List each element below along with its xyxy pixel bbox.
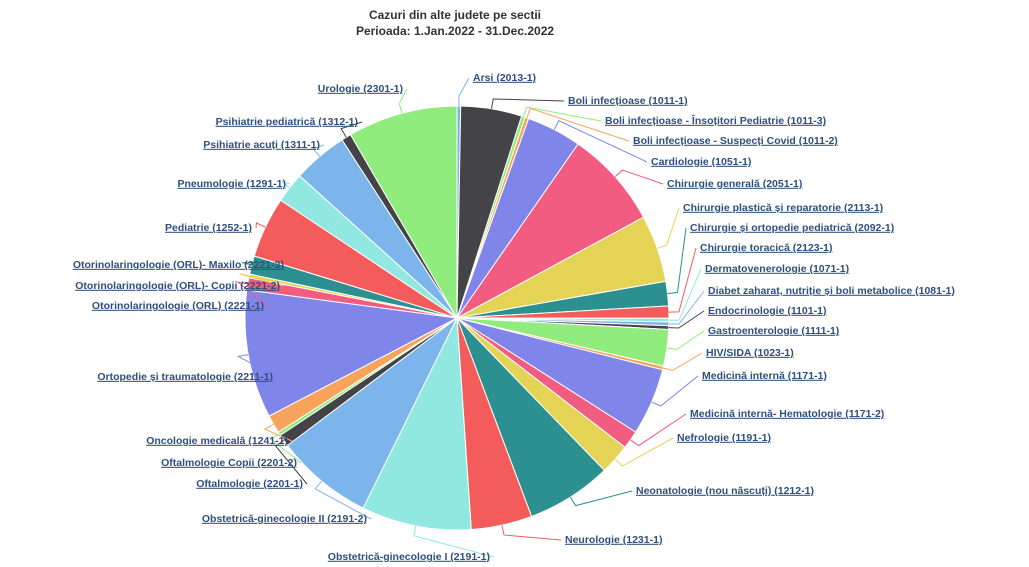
slice-label[interactable]: Boli infecțioase (1011-1) [568,95,688,107]
connector [398,88,408,114]
connector [236,354,278,378]
connector [255,222,266,229]
connector [668,310,705,329]
pie-slice [286,317,458,509]
connector [553,120,648,163]
slice-label[interactable]: Oftalmologie Copii (2201-2) [161,457,297,469]
slice-label[interactable]: Pneumologie (1291-1) [177,178,286,190]
connector [413,525,495,558]
connector [241,261,289,266]
slice-label[interactable]: Medicină internă (1171-1) [702,370,827,382]
connector [614,437,674,467]
connector [668,247,697,313]
connector [491,98,565,109]
connector [458,77,470,107]
pie-slice [244,289,459,417]
slice-label[interactable]: Otorinolaringologie (ORL) (2221-1) [92,300,264,312]
slice-label[interactable]: Boli infecțioase - Suspecți Covid (1011-… [633,135,838,147]
slice-label[interactable]: Cardiologie (1051-1) [651,156,751,168]
connector [263,423,293,442]
slice-label[interactable]: Oftalmologie (2201-1) [196,478,303,490]
slice-label[interactable]: Arsi (2013-1) [473,72,536,84]
connector [614,169,664,185]
connector [666,330,705,350]
slice-label[interactable]: Otorinolaringologie (ORL)- Maxilo (2221-… [73,259,284,271]
slice-label[interactable]: Dermatovenerologie (1071-1) [705,263,849,275]
slice-label[interactable]: Obstetrică-ginecologie II (2191-2) [202,513,367,525]
connector [501,525,562,541]
connector [662,352,703,371]
chart-subtitle: Perioada: 1.Jan.2022 - 31.Dec.2022 [356,24,554,38]
connector [522,106,602,122]
connector [239,273,285,287]
slice-label[interactable]: Chirurgie plastică și reparatorie (2113-… [683,202,883,214]
connector [340,121,363,138]
slice-label[interactable]: Gastroenterologie (1111-1) [708,325,839,337]
connector [526,107,630,142]
slice-label[interactable]: Neonatologie (nou născuți) (1212-1) [636,485,814,497]
connector [274,439,308,485]
slice-label[interactable]: Psihiatrie pediatrică (1312-1) [216,116,358,128]
connector [236,281,269,307]
slice-label[interactable]: Oncologie medicală (1241-1) [146,435,288,447]
connector [657,207,680,249]
chart-title: Cazuri din alte judete pe sectii [369,8,541,22]
slice-label[interactable]: Chirurgie generală (2051-1) [667,178,802,190]
slice-label[interactable]: Diabet zaharat, nutriție și boli metabol… [708,285,955,297]
slice-label[interactable]: Neurologie (1231-1) [565,534,662,546]
slice-label[interactable]: Boli infecțioase - Însoțitori Pediatrie … [605,114,826,127]
pie-slice [456,143,645,319]
connector [569,490,633,507]
connector [312,144,325,157]
connector [314,480,372,520]
slice-label[interactable]: Obstetrică-ginecologie I (2191-1) [328,551,490,563]
pie-slice [362,316,472,531]
connector [281,181,291,189]
slice-label[interactable]: HIV/SIDA (1023-1) [706,347,794,359]
connector [630,413,687,447]
slice-label[interactable]: Endocrinologie (1101-1) [708,305,826,317]
connector [667,227,687,295]
slice-label[interactable]: Urologie (2301-1) [318,83,403,95]
slice-label[interactable]: Ortopedie și traumatologie (2211-1) [97,371,273,383]
slice-label[interactable]: Chirurgie și ortopedie pediatrică (2092-… [690,222,894,234]
slice-label[interactable]: Pediatrie (1252-1) [165,222,252,234]
connector [668,290,705,325]
slice-label[interactable]: Medicină internă- Hematologie (1171-2) [690,408,884,420]
slice-label[interactable]: Psihiatrie acuți (1311-1) [203,139,320,151]
connector [651,375,699,407]
slice-label[interactable]: Nefrologie (1191-1) [677,432,771,444]
connector [270,433,302,464]
connector [668,268,702,321]
slice-label[interactable]: Otorinolaringologie (ORL)- Copii (2221-2… [75,280,280,292]
slice-label[interactable]: Chirurgie toracică (2123-1) [700,242,832,254]
